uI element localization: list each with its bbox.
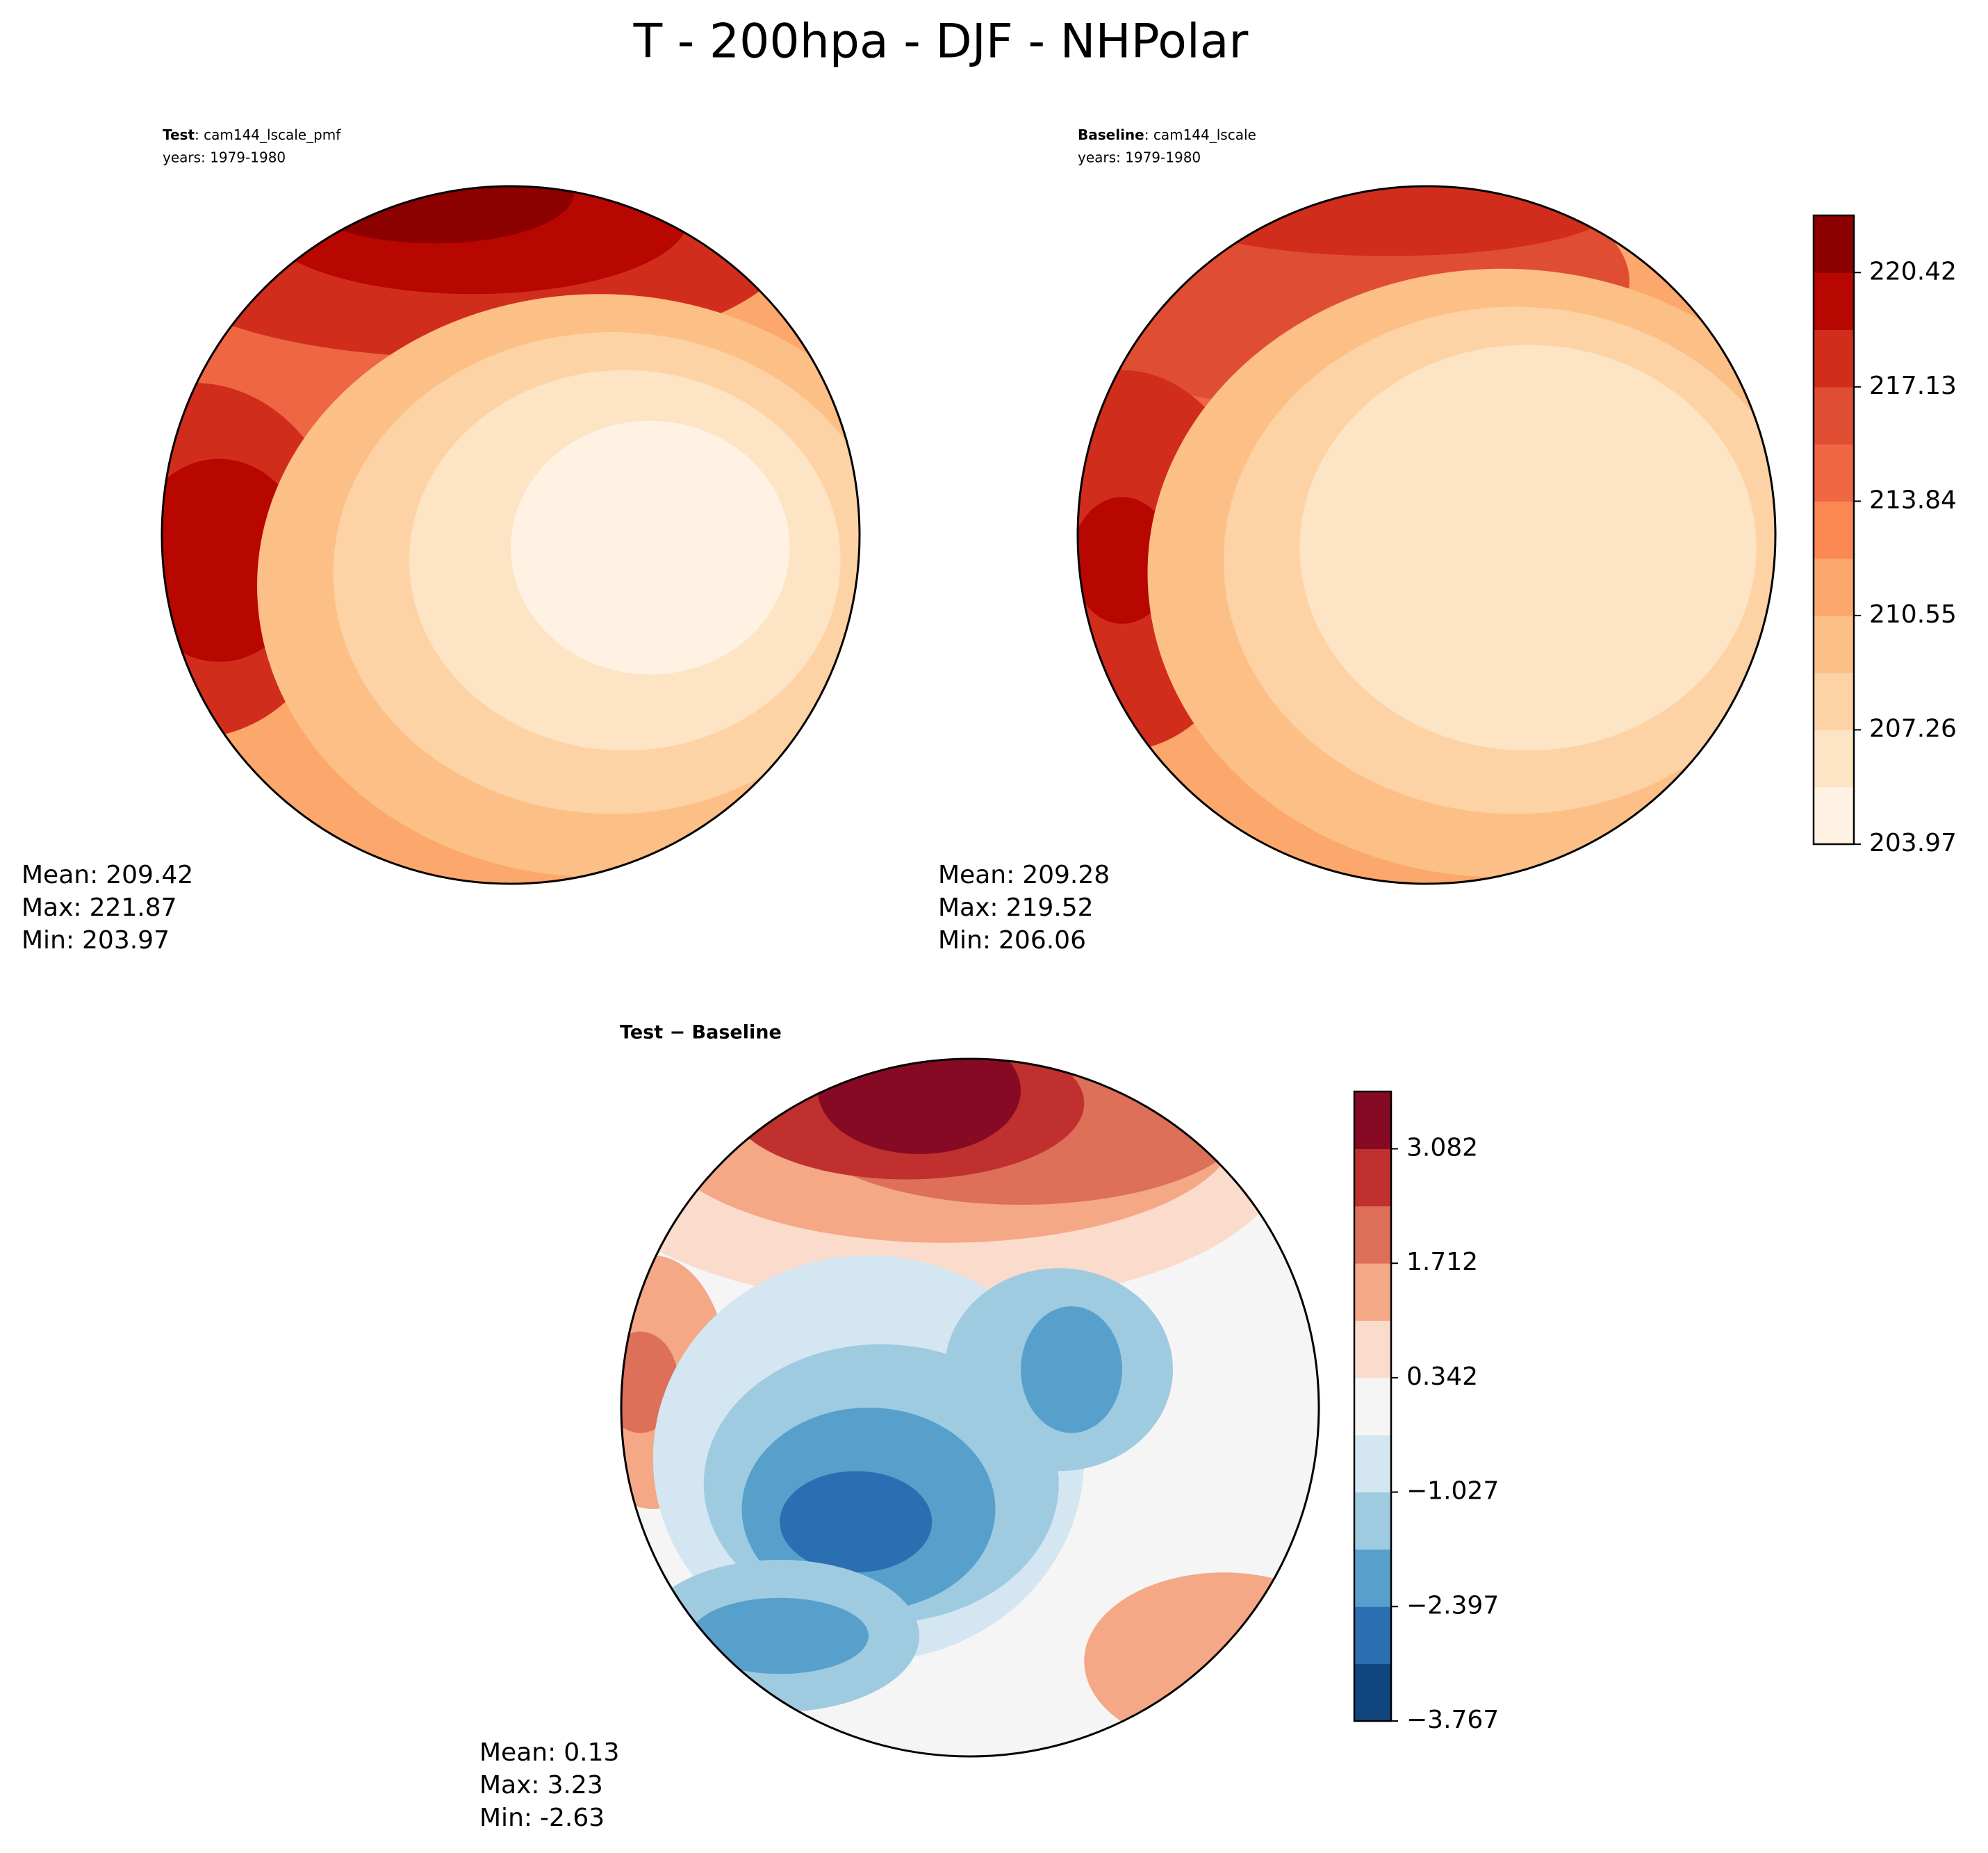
colorbar-band	[1354, 1377, 1391, 1435]
stat-value: 209.28	[1022, 861, 1110, 889]
map-boundary	[161, 185, 861, 885]
colorbar-tick-label: −3.767	[1406, 1706, 1499, 1734]
colorbar-tick-label: 217.13	[1869, 372, 1957, 400]
stat-value: 203.97	[82, 926, 170, 955]
contour-region	[818, 1059, 1021, 1154]
stat-value: -2.63	[540, 1804, 605, 1832]
stat-label: Min:	[22, 926, 74, 955]
colorbar-band	[1814, 215, 1854, 273]
contour-region	[1084, 1572, 1319, 1750]
stat-value: 206.06	[999, 926, 1086, 955]
map-field	[621, 1059, 1319, 1756]
colorbar-tick-label: 203.97	[1869, 829, 1957, 857]
stat-value: 219.52	[1006, 893, 1094, 922]
stat-line: Max: 3.23	[479, 1771, 603, 1800]
panel-years: years: 1979-1980	[163, 149, 286, 166]
stat-line: Min: 203.97	[22, 926, 170, 955]
panel-title-case: : cam144_lscale_pmf	[195, 126, 341, 143]
contour-region	[1299, 345, 1757, 751]
colorbar-band	[1814, 558, 1854, 616]
colorbar-band	[1814, 386, 1854, 445]
colorbar-tick-label: 1.712	[1406, 1248, 1478, 1276]
map-boundary	[620, 1057, 1320, 1758]
colorbar-tick-label: 210.55	[1869, 600, 1957, 629]
colorbar-tick-label: −1.027	[1406, 1477, 1499, 1506]
colorbar-band	[1814, 444, 1854, 502]
panel-title: Test: cam144_lscale_pmf	[163, 126, 341, 143]
panel-title-label: Test	[163, 126, 195, 143]
colorbar-band	[1354, 1205, 1391, 1264]
contour-region	[691, 1597, 869, 1674]
stat-label: Max:	[479, 1771, 540, 1800]
stat-value: 3.23	[548, 1771, 603, 1800]
stat-line: Mean: 0.13	[479, 1738, 619, 1767]
stat-line: Max: 221.87	[22, 893, 177, 922]
colorbar-band	[1354, 1263, 1391, 1321]
colorbar-band	[1814, 615, 1854, 673]
contour-region	[1021, 1306, 1122, 1433]
stat-label: Mean:	[938, 861, 1014, 889]
colorbar-band	[1814, 272, 1854, 331]
stat-line: Mean: 209.42	[22, 861, 193, 889]
colorbar-frame	[1353, 1090, 1393, 1722]
colorbar-band	[1354, 1320, 1391, 1378]
colorbar-band	[1814, 329, 1854, 388]
stat-line: Min: -2.63	[479, 1804, 605, 1832]
colorbar-tick-label: 220.42	[1869, 257, 1957, 286]
colorbar-band	[1814, 673, 1854, 730]
figure-title: T - 200hpa - DJF - NHPolar	[633, 15, 1249, 69]
colorbar-band	[1354, 1492, 1391, 1550]
panel-title-label: Baseline	[1078, 126, 1144, 143]
contour-region	[1078, 497, 1173, 624]
stat-line: Mean: 209.28	[938, 861, 1110, 889]
panel-years: years: 1979-1980	[1078, 149, 1201, 166]
map-boundary	[1076, 185, 1777, 885]
map-field	[162, 186, 860, 884]
contour-region	[295, 186, 575, 244]
colorbar-band	[1814, 501, 1854, 559]
map-field	[1078, 186, 1775, 884]
stat-value: 0.13	[564, 1738, 619, 1767]
colorbar-frame	[1812, 214, 1855, 846]
contour-region	[780, 1471, 933, 1573]
stat-label: Mean:	[479, 1738, 556, 1767]
colorbar-tick-label: −2.397	[1406, 1591, 1499, 1620]
colorbar-tick-label: 3.082	[1406, 1133, 1478, 1162]
contour-region	[511, 420, 790, 675]
stat-value: 209.42	[106, 861, 193, 889]
panel-title-case: : cam144_lscale	[1144, 126, 1256, 143]
colorbar-band	[1354, 1148, 1391, 1207]
colorbar-band	[1354, 1092, 1391, 1149]
stat-label: Max:	[938, 893, 999, 922]
contour-region	[1160, 186, 1617, 256]
colorbar-tick-label: 213.84	[1869, 486, 1957, 514]
colorbar-band	[1354, 1435, 1391, 1493]
stat-label: Mean:	[22, 861, 98, 889]
colorbar-band	[1354, 1606, 1391, 1665]
panel-title: Baseline: cam144_lscale	[1078, 126, 1256, 143]
stat-line: Min: 206.06	[938, 926, 1086, 955]
stat-label: Min:	[479, 1804, 532, 1832]
stat-line: Max: 219.52	[938, 893, 1094, 922]
panel-title: Test − Baseline	[620, 1022, 782, 1044]
colorbar-tick-label: 207.26	[1869, 714, 1957, 743]
stat-label: Min:	[938, 926, 991, 955]
stat-label: Max:	[22, 893, 82, 922]
colorbar-band	[1814, 730, 1854, 788]
stat-value: 221.87	[90, 893, 177, 922]
colorbar-tick-label: 0.342	[1406, 1362, 1478, 1391]
colorbar-band	[1354, 1663, 1391, 1722]
colorbar-band	[1354, 1549, 1391, 1607]
colorbar-band	[1814, 787, 1854, 845]
